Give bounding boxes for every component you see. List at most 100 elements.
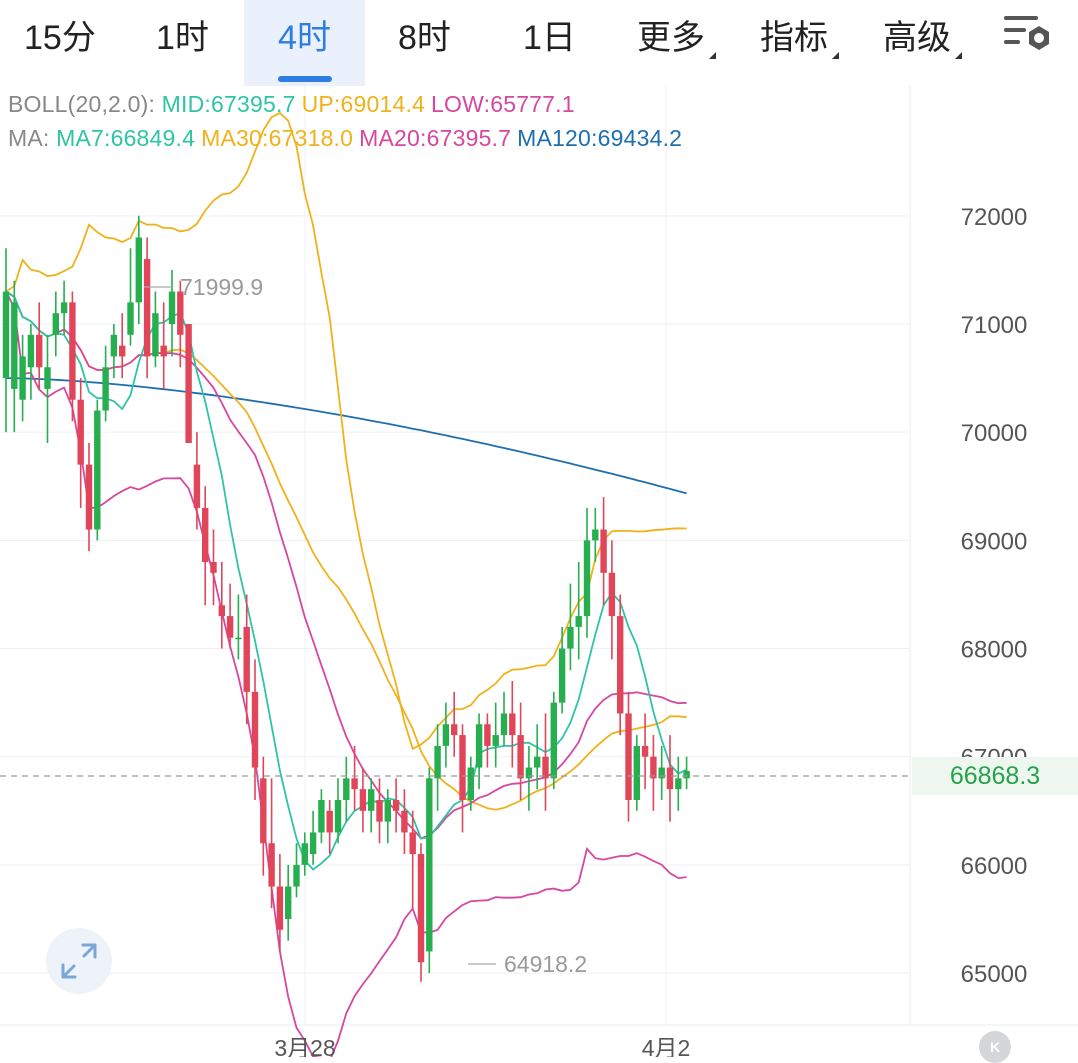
- candle-body: [409, 832, 416, 855]
- candle-body: [417, 854, 425, 963]
- timeframe-tabs: 15分 1时 4时 8时 1日 更多 指标 高级: [0, 0, 1078, 86]
- y-tick-label: 68000: [961, 637, 1028, 664]
- candle-body: [36, 334, 43, 368]
- dropdown-triangle-icon: [955, 52, 962, 59]
- tab-more[interactable]: 更多: [637, 0, 716, 86]
- candle-body: [77, 399, 84, 465]
- ma30-value: MA30:67318.0: [201, 125, 354, 151]
- candle-body: [102, 367, 109, 411]
- boll-legend: BOLL(20,2.0): MID:67395.7 UP:69014.4 LOW:6…: [8, 91, 581, 118]
- ma120-value: MA120:69434.2: [517, 125, 683, 151]
- ma-prefix: MA:: [8, 125, 57, 151]
- candle-body: [19, 356, 26, 400]
- tab-15min[interactable]: 15分: [24, 0, 96, 86]
- active-tab-indicator: [277, 76, 332, 82]
- candle-body: [251, 691, 259, 768]
- candle-body: [492, 735, 499, 746]
- candle-body: [177, 291, 184, 335]
- candle-body: [226, 616, 234, 638]
- low-mark-label: 64918.2: [504, 951, 587, 977]
- tab-indicators[interactable]: 指标: [760, 0, 839, 86]
- candle-body: [110, 334, 118, 357]
- tab-8hour[interactable]: 8时: [398, 0, 451, 86]
- candle-body: [567, 626, 574, 649]
- candle-body: [152, 313, 159, 357]
- candle-body: [44, 367, 51, 389]
- ma120-line: [5, 377, 687, 495]
- y-tick-label: 69000: [961, 528, 1028, 555]
- k-badge: K: [979, 1031, 1011, 1063]
- boll-low: LOW:65777.1: [431, 91, 575, 117]
- candle-body: [210, 561, 217, 573]
- candle-body: [650, 756, 657, 779]
- ma7-value: MA7:66849.4: [56, 125, 196, 151]
- candle-body: [160, 345, 167, 357]
- candle-body: [384, 799, 391, 822]
- candle-body: [351, 778, 358, 790]
- candle-body: [168, 291, 176, 324]
- candle-body: [359, 789, 367, 811]
- expand-icon: [61, 943, 97, 979]
- candle-body: [459, 735, 466, 800]
- candle-body: [633, 745, 640, 800]
- tab-label: 15分: [24, 19, 96, 57]
- ma-legend: MA: MA7:66849.4 MA30:67318.0 MA20:67395.7 M…: [8, 125, 688, 152]
- dropdown-triangle-icon: [709, 52, 716, 59]
- candle-body: [509, 713, 516, 736]
- candle-body: [343, 778, 350, 800]
- candle-body: [218, 605, 225, 617]
- candle-body: [318, 799, 325, 833]
- boll-prefix: BOLL(20,2.0):: [8, 91, 162, 117]
- candle-body: [94, 410, 101, 530]
- candle-body: [658, 767, 665, 779]
- candle-body: [260, 778, 267, 844]
- candle-body: [666, 767, 674, 790]
- candle-body: [268, 843, 275, 887]
- candle-body: [442, 724, 450, 746]
- candle-body: [467, 767, 474, 800]
- candle-body: [85, 464, 93, 530]
- expand-chart-button[interactable]: [46, 928, 112, 994]
- candle-body: [525, 767, 533, 779]
- candle-body: [2, 291, 10, 379]
- candle-body: [583, 540, 591, 617]
- candle-body: [550, 702, 557, 779]
- tab-1hour[interactable]: 1时: [156, 0, 209, 86]
- tab-label: 高级: [883, 19, 951, 57]
- boll-lower-line: [5, 291, 687, 1057]
- x-axis-label-mar28: 3月28: [274, 1035, 335, 1057]
- tab-1day[interactable]: 1日: [523, 0, 576, 86]
- high-mark-label: 71999.9: [180, 274, 263, 300]
- tab-label: 更多: [637, 19, 705, 57]
- candle-body: [475, 724, 483, 768]
- candle-body: [127, 302, 134, 335]
- candle-body: [534, 756, 541, 768]
- tab-advanced[interactable]: 高级: [883, 0, 962, 86]
- tab-4hour[interactable]: 4时: [244, 0, 365, 86]
- candle-body: [575, 616, 582, 627]
- candle-body: [376, 799, 383, 822]
- candle-body: [235, 637, 242, 640]
- candle-body: [683, 770, 690, 779]
- candle-body: [11, 302, 18, 389]
- candle-body: [243, 626, 250, 692]
- tab-label: 1时: [156, 19, 209, 57]
- candle-body: [135, 237, 142, 303]
- candle-body: [52, 313, 59, 335]
- x-axis-label-apr2: 4月2: [642, 1035, 691, 1057]
- candle-body: [309, 832, 317, 855]
- candle-body: [500, 713, 508, 736]
- candle-body: [285, 886, 292, 919]
- chart-settings-icon[interactable]: [1002, 10, 1058, 60]
- candle-body: [334, 799, 342, 833]
- boll-upper-line: [5, 111, 687, 751]
- y-tick-label: 70000: [961, 420, 1028, 447]
- candle-body: [675, 778, 682, 790]
- current-price-tag: 66868.3: [912, 757, 1078, 795]
- candle-body: [451, 724, 458, 736]
- candle-body: [558, 648, 566, 703]
- candle-body: [276, 886, 284, 930]
- candle-body: [625, 713, 632, 800]
- candle-body: [119, 345, 126, 357]
